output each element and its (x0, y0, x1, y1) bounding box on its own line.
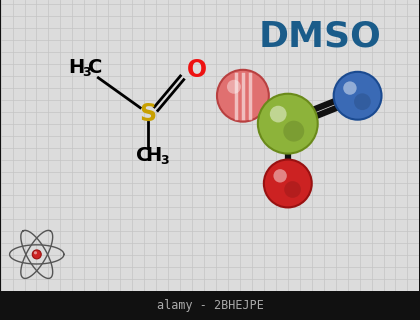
Circle shape (227, 80, 241, 94)
Circle shape (270, 106, 286, 123)
Circle shape (258, 94, 318, 154)
FancyBboxPatch shape (0, 0, 420, 291)
Circle shape (217, 70, 269, 122)
Circle shape (354, 93, 371, 110)
Text: S: S (139, 102, 157, 126)
Text: H: H (145, 146, 161, 165)
Circle shape (284, 121, 304, 142)
Circle shape (273, 169, 287, 182)
Circle shape (264, 160, 312, 207)
Circle shape (333, 72, 381, 120)
Text: 3: 3 (82, 66, 91, 79)
Circle shape (32, 250, 41, 259)
Circle shape (284, 181, 301, 198)
Text: C: C (136, 146, 150, 165)
FancyBboxPatch shape (0, 291, 420, 320)
Circle shape (343, 81, 357, 95)
Circle shape (34, 251, 37, 254)
Text: 3: 3 (160, 154, 168, 167)
Text: H: H (68, 58, 84, 77)
Text: DMSO: DMSO (258, 20, 381, 54)
Text: alamy - 2BHEJPE: alamy - 2BHEJPE (157, 299, 263, 312)
Text: C: C (88, 58, 102, 77)
Text: O: O (187, 58, 207, 82)
